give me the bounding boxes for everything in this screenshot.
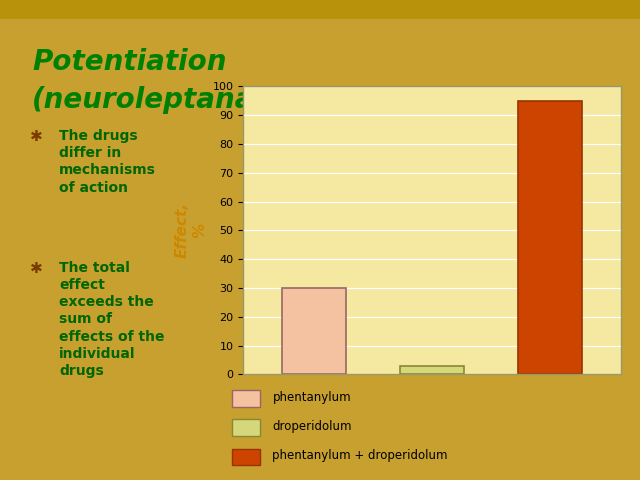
Bar: [399, 366, 465, 374]
Bar: [518, 101, 582, 374]
Bar: [232, 448, 260, 465]
Text: The total
effect
exceeds the
sum of
effects of the
individual
drugs: The total effect exceeds the sum of effe…: [60, 261, 164, 378]
Bar: [232, 390, 260, 407]
Text: ✱: ✱: [29, 129, 42, 144]
Text: The drugs
differ in
mechanisms
of action: The drugs differ in mechanisms of action: [60, 129, 156, 195]
Text: (neuroleptanalgesia): (neuroleptanalgesia): [32, 86, 360, 114]
Text: phentanylum: phentanylum: [273, 391, 351, 404]
Text: phentanylum + droperidolum: phentanylum + droperidolum: [273, 449, 448, 462]
Y-axis label: Effect,
%: Effect, %: [175, 203, 207, 258]
Text: Potentiation: Potentiation: [32, 48, 227, 76]
Bar: [232, 420, 260, 436]
Text: ✱: ✱: [29, 261, 42, 276]
Bar: [282, 288, 346, 374]
Text: droperidolum: droperidolum: [273, 420, 352, 433]
